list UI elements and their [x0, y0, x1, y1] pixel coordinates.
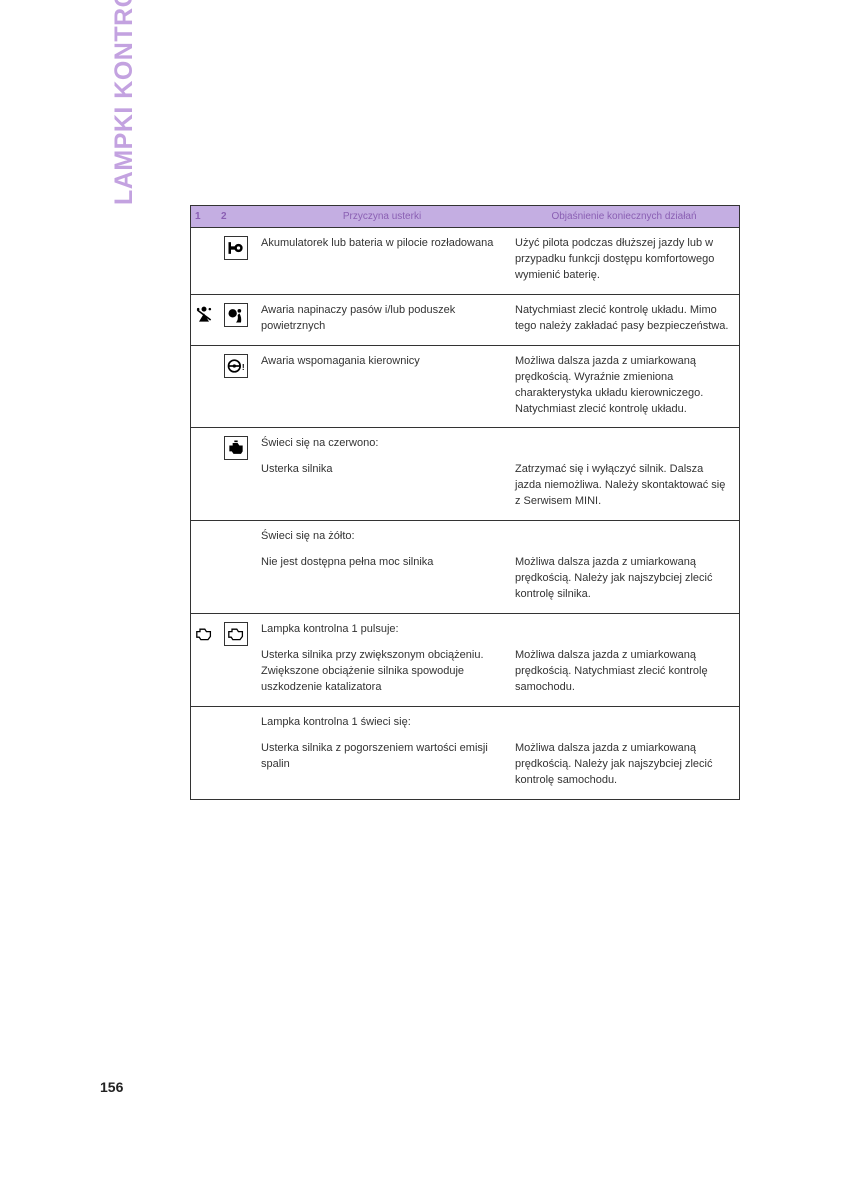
icon-slot-2: !: [217, 352, 255, 428]
action-text: Możliwa dalsza jazda z umiarkowaną prędk…: [515, 741, 731, 789]
icon-slot-2: [217, 234, 255, 294]
action-cell: Natychmiast zlecić kontrolę układu. Mimo…: [509, 295, 739, 345]
table-row: Świeci się na czerwono: Usterka silnika …: [191, 428, 739, 520]
header-col-2: 2: [217, 206, 255, 227]
cause-cell: Akumulatorek lub bateria w pilocie rozła…: [255, 228, 509, 294]
cause-line-1: Świeci się na czerwono:: [261, 436, 501, 452]
table-header-row: 1 2 Przyczyna usterki Objaśnienie koniec…: [191, 206, 739, 228]
action-cell: Użyć pilota podczas dłuższej jazdy lub w…: [509, 228, 739, 294]
row-icons: [191, 228, 255, 294]
table-row-group: Świeci się na czerwono: Usterka silnika …: [191, 428, 739, 614]
table-row: Lampka kontrolna 1 pulsuje: Usterka siln…: [191, 614, 739, 706]
cause-line-1: Lampka kontrolna 1 świeci się:: [261, 715, 501, 731]
cause-line-1: Świeci się na żółto:: [261, 529, 501, 545]
cause-cell: Lampka kontrolna 1 świeci się: Usterka s…: [255, 707, 509, 799]
header-col-1: 1: [191, 206, 217, 227]
table-row-group: Lampka kontrolna 1 pulsuje: Usterka siln…: [191, 614, 739, 799]
icon-slot-2: [217, 301, 255, 345]
icon-slot-1: [191, 234, 217, 294]
airbag-icon: [224, 303, 248, 327]
action-text: Zatrzymać się i wyłączyć silnik. Dalsza …: [515, 462, 731, 510]
header-action: Objaśnienie koniecznych działań: [509, 206, 739, 227]
cause-cell: Awaria napinaczy pasów i/lub poduszek po…: [255, 295, 509, 345]
cause-line-2: Usterka silnika z pogorszeniem wartości …: [261, 741, 501, 773]
cause-line-1: Lampka kontrolna 1 pulsuje:: [261, 622, 501, 638]
page-number: 156: [100, 1079, 123, 1095]
engine-block-icon: [224, 436, 248, 460]
action-cell: Możliwa dalsza jazda z umiarkowaną prędk…: [509, 521, 739, 613]
engine-outline-icon: [224, 622, 248, 646]
engine-outline-icon: [194, 624, 214, 644]
cause-cell: Świeci się na czerwono: Usterka silnika: [255, 428, 509, 520]
side-vertical-title: LAMPKI KONTROLNE I OSTRZEGAWCZE: [110, 0, 150, 205]
icon-slot-1: [191, 620, 217, 706]
table-row: Awaria napinaczy pasów i/lub poduszek po…: [191, 295, 739, 346]
warning-lamps-table: 1 2 Przyczyna usterki Objaśnienie koniec…: [190, 205, 740, 800]
icon-slot-1: [191, 434, 217, 520]
row-icons: [191, 295, 255, 345]
seatbelt-person-icon: [194, 305, 214, 325]
table-row: ! Awaria wspomagania kierownicy Możliwa …: [191, 346, 739, 429]
cause-cell: Lampka kontrolna 1 pulsuje: Usterka siln…: [255, 614, 509, 706]
cause-line-2: Usterka silnika: [261, 462, 501, 478]
steering-assist-icon: !: [224, 354, 248, 378]
row-icons: [191, 428, 255, 520]
action-cell: Możliwa dalsza jazda z umiarkowaną prędk…: [509, 707, 739, 799]
cause-line-2: Usterka silnika przy zwiększonym obciąże…: [261, 648, 501, 696]
action-text: Możliwa dalsza jazda z umiarkowaną prędk…: [515, 648, 731, 696]
header-cause: Przyczyna usterki: [255, 206, 509, 227]
svg-text:!: !: [242, 362, 245, 372]
row-icons: !: [191, 346, 255, 428]
subrow-pad: [191, 707, 255, 799]
action-cell: Zatrzymać się i wyłączyć silnik. Dalsza …: [509, 428, 739, 520]
table-row: Akumulatorek lub bateria w pilocie rozła…: [191, 228, 739, 295]
cause-line-2: Nie jest dostępna pełna moc silnika: [261, 555, 501, 571]
icon-slot-1: [191, 352, 217, 428]
row-icons: [191, 614, 255, 706]
icon-slot-1: [191, 301, 217, 345]
icon-slot-2: [217, 620, 255, 706]
action-text: Możliwa dalsza jazda z umiarkowaną prędk…: [515, 555, 731, 603]
subrow-pad: [191, 521, 255, 613]
action-cell: Możliwa dalsza jazda z umiarkowaną prędk…: [509, 346, 739, 428]
key-battery-icon: [224, 236, 248, 260]
table-subrow: Świeci się na żółto: Nie jest dostępna p…: [191, 520, 739, 613]
page-container: LAMPKI KONTROLNE I OSTRZEGAWCZE 1 2 Przy…: [0, 0, 848, 1200]
cause-cell: Świeci się na żółto: Nie jest dostępna p…: [255, 521, 509, 613]
action-cell: Możliwa dalsza jazda z umiarkowaną prędk…: [509, 614, 739, 706]
icon-slot-2: [217, 434, 255, 520]
cause-cell: Awaria wspomagania kierownicy: [255, 346, 509, 428]
table-subrow: Lampka kontrolna 1 świeci się: Usterka s…: [191, 706, 739, 799]
